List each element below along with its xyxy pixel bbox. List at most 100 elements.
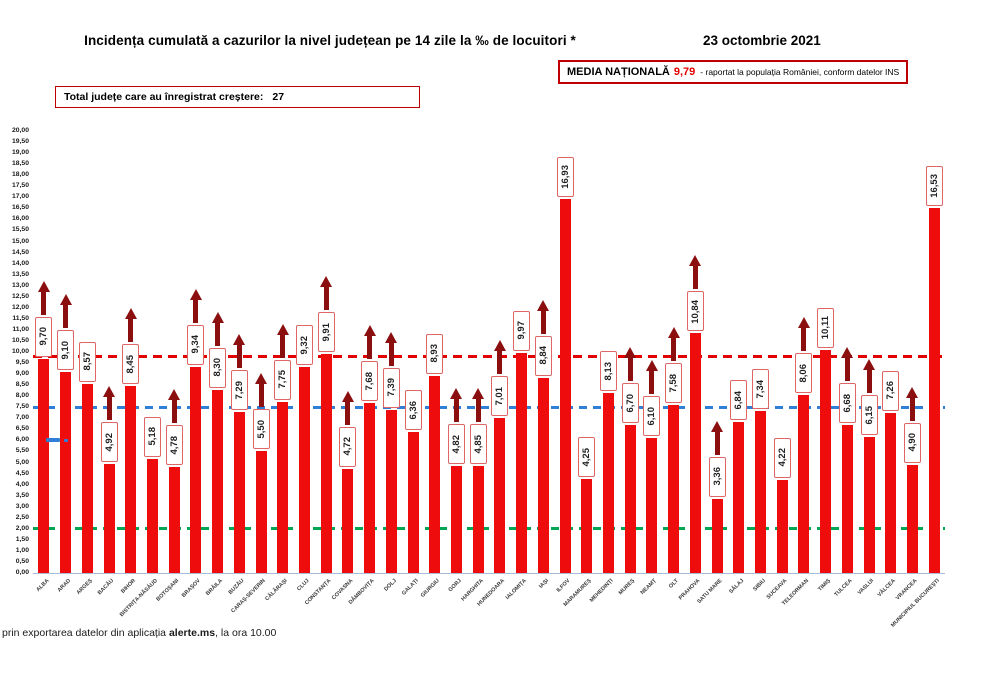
y-axis-tick: 18,50 — [11, 160, 29, 168]
bar-value-label: 9,70 — [35, 316, 53, 357]
bar-value-label: 8,93 — [426, 333, 444, 374]
increase-arrow-icon — [667, 327, 680, 362]
footer-prefix: prin exportarea datelor din aplicația — [2, 627, 169, 639]
bar-value-label: 7,34 — [751, 368, 769, 409]
increase-arrow-icon — [320, 275, 333, 310]
arrow-head — [906, 386, 919, 398]
bar-value-label: 9,10 — [57, 329, 75, 370]
arrow-head — [385, 331, 398, 343]
y-axis-tick: 2,50 — [15, 513, 29, 521]
bar-value-label: 6,68 — [838, 383, 856, 424]
increase-arrow-icon — [276, 323, 289, 358]
x-axis-label: ILFOV — [555, 578, 572, 594]
bar-value-label: 8,06 — [795, 352, 813, 393]
x-axis-label: GIURGIU — [420, 578, 441, 599]
bar-value-text: 5,50 — [255, 420, 267, 439]
bar — [146, 458, 158, 573]
y-axis-tick: 20,00 — [11, 127, 29, 134]
bar-value-text: 7,75 — [277, 370, 289, 389]
bar-value-label: 7,26 — [882, 370, 900, 411]
x-axis-label: BRĂILA — [204, 578, 224, 597]
bar-value-text: 10,84 — [689, 299, 701, 324]
arrow-stem — [236, 344, 242, 368]
x-axis-label: BUZĂU — [227, 578, 246, 596]
increase-arrow-icon — [711, 420, 724, 455]
bar-value-text: 7,29 — [233, 380, 245, 400]
arrow-head — [59, 293, 72, 305]
bar-value-label: 8,84 — [534, 335, 552, 376]
arrow-head — [624, 346, 637, 358]
x-axis-label: GALAȚI — [400, 578, 420, 597]
bar-value-label: 7,29 — [230, 369, 248, 410]
bar — [60, 371, 72, 573]
bar — [863, 437, 875, 573]
y-axis-tick: 7,50 — [15, 403, 29, 411]
arrow-head — [103, 386, 115, 398]
arrow-stem — [41, 291, 47, 315]
increase-arrow-icon — [863, 359, 876, 394]
arrow-stem — [540, 310, 546, 334]
arrow-stem — [844, 358, 850, 382]
x-axis-label: ALBA — [35, 578, 51, 594]
bar — [233, 411, 245, 573]
arrow-stem — [171, 400, 177, 424]
bar-value-label: 8,45 — [122, 344, 140, 385]
bar — [472, 465, 484, 573]
x-axis-label: CĂLĂRAȘI — [264, 578, 289, 603]
arrow-head — [450, 388, 463, 400]
arrow-head — [189, 288, 202, 300]
increase-arrow-icon — [472, 387, 485, 422]
increase-arrow-icon — [645, 360, 658, 395]
arrow-head — [493, 340, 506, 352]
increase-arrow-icon — [124, 308, 137, 343]
x-axis-label: ARGEȘ — [75, 578, 94, 597]
bar-value-text: 7,58 — [668, 374, 680, 393]
x-axis-label: OLT — [668, 578, 680, 590]
arrow-head — [124, 308, 137, 320]
arrow-stem — [280, 334, 286, 358]
bar-value-text: 8,30 — [212, 358, 224, 377]
bar — [212, 389, 224, 573]
y-axis-tick: 13,50 — [11, 270, 29, 278]
bar-value-text: 7,26 — [885, 381, 897, 400]
bar-value-text: 16,93 — [559, 164, 571, 189]
bar-value-text: 6,70 — [624, 393, 636, 413]
bar — [820, 349, 832, 573]
y-axis-tick: 0,00 — [15, 569, 29, 576]
bar — [255, 451, 267, 573]
bar-value-label: 8,57 — [78, 341, 96, 382]
national-average-value: 9,79 — [673, 66, 696, 78]
bar — [906, 464, 918, 573]
bar-value-label: 9,34 — [187, 324, 205, 365]
bar-value-label: 9,32 — [295, 325, 313, 366]
bar-value-label: 4,90 — [903, 422, 921, 463]
increase-arrow-icon — [255, 373, 268, 408]
arrow-head — [341, 390, 354, 402]
bar-value-label: 7,58 — [665, 363, 683, 404]
bar — [733, 421, 745, 573]
x-axis-label: ARAD — [56, 578, 72, 594]
footer-suffix: , la ora 10.00 — [215, 627, 277, 639]
bar — [494, 418, 506, 573]
bar — [559, 198, 571, 573]
x-axis-label: VASLUI — [857, 578, 876, 597]
national-average-note: - raportat la populația României, confor… — [700, 67, 900, 77]
bar-value-text: 4,85 — [472, 434, 484, 454]
bar-value-label: 7,39 — [382, 367, 400, 408]
arrow-stem — [106, 397, 112, 421]
arrow-head — [211, 311, 224, 323]
bar — [429, 375, 441, 573]
y-axis-tick: 14,00 — [11, 259, 29, 267]
increase-arrow-icon — [906, 386, 919, 421]
footer-app-name: alerte.ms — [168, 627, 216, 639]
x-axis-label: BRAȘOV — [181, 578, 203, 599]
bar — [602, 393, 614, 573]
bar-value-text: 8,13 — [602, 362, 614, 381]
x-axis-label: NEAMȚ — [640, 578, 659, 597]
increase-arrow-icon — [797, 316, 810, 351]
bar — [689, 333, 701, 573]
bar — [646, 438, 658, 573]
arrow-head — [537, 299, 550, 311]
